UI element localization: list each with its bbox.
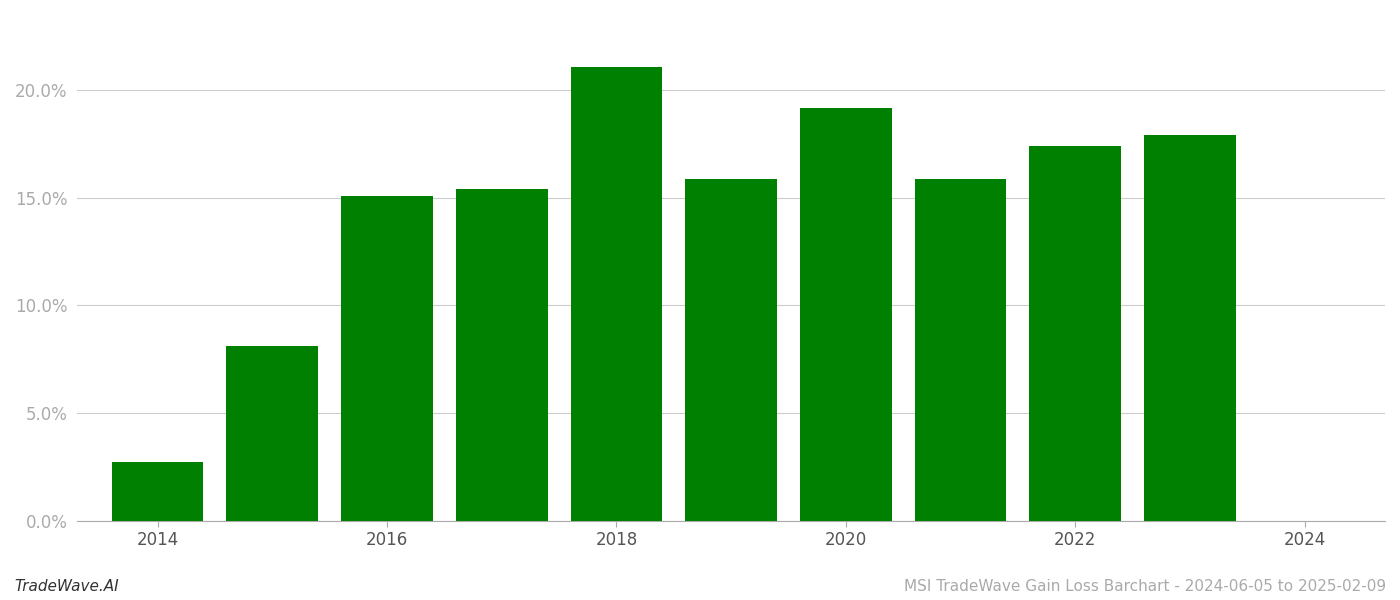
Text: TradeWave.AI: TradeWave.AI [14,579,119,594]
Bar [1029,146,1121,521]
Bar [1144,136,1236,521]
Bar [227,346,318,521]
Bar [112,463,203,521]
Bar [685,179,777,521]
Bar [799,107,892,521]
Bar [456,189,547,521]
Text: MSI TradeWave Gain Loss Barchart - 2024-06-05 to 2025-02-09: MSI TradeWave Gain Loss Barchart - 2024-… [904,579,1386,594]
Bar [571,67,662,521]
Bar [914,179,1007,521]
Bar [342,196,433,521]
